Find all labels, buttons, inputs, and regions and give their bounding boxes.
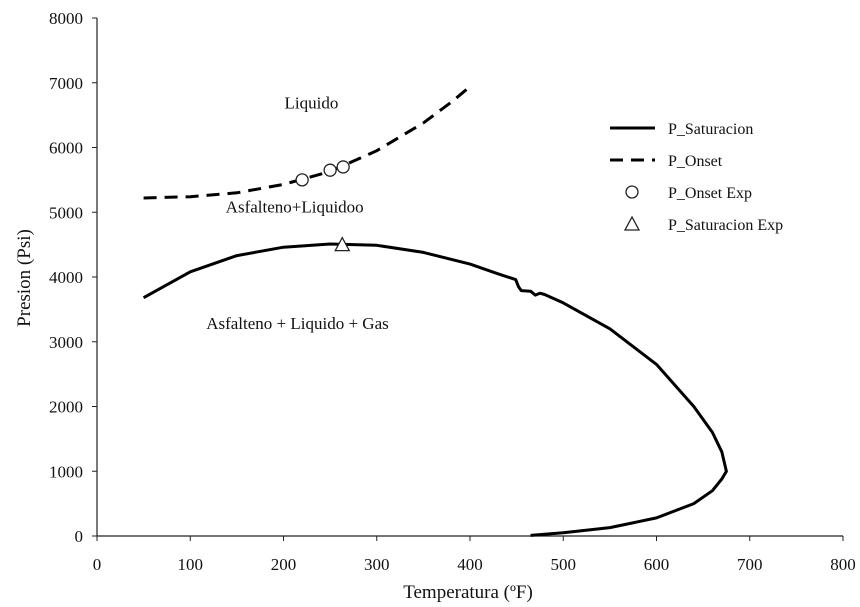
annotations: Liquido Asfalteno+Liquidoo Asfalteno + Liq…	[206, 94, 389, 333]
x-tick-label: 700	[737, 555, 763, 574]
x-tick-label: 300	[364, 555, 390, 574]
legend-label: P_Onset Exp	[668, 185, 752, 202]
data-point-p-saturacion-exp	[334, 236, 351, 252]
tick-labels: 0 100 200 300 400 500 600 700 800010002000300040…	[49, 9, 856, 574]
x-tick-label: 500	[551, 555, 577, 574]
y-tick-label: 2000	[49, 398, 83, 417]
region-label: Liquido	[285, 94, 339, 113]
y-axis-title: Presion (Psi)	[14, 229, 35, 327]
x-tick-label: 800	[830, 555, 856, 574]
x-tick-label: 100	[178, 555, 204, 574]
series-layer	[142, 85, 728, 537]
x-tick-label: 400	[457, 555, 483, 574]
data-point-p-onset-exp	[323, 163, 337, 177]
legend: P_Saturacion P_Onset P_Onset Exp P_Saturaci…	[610, 121, 783, 234]
region-label: Asfalteno + Liquido + Gas	[206, 314, 389, 333]
marker-layer	[295, 160, 351, 252]
y-tick-label: 6000	[49, 139, 83, 158]
x-tick-label: 200	[271, 555, 297, 574]
legend-swatch-circle	[625, 185, 639, 199]
y-tick-label: 5000	[49, 203, 83, 222]
region-label: Asfalteno+Liquidoo	[226, 197, 364, 216]
x-axis-title: Temperatura (ºF)	[403, 582, 533, 603]
legend-swatch-triangle	[623, 215, 641, 231]
legend-label: P_Saturacion Exp	[668, 217, 783, 234]
legend-label: P_Saturacion	[668, 121, 753, 138]
y-tick-label: 7000	[49, 74, 83, 93]
x-tick-label: 600	[644, 555, 670, 574]
data-point-p-onset-exp	[295, 173, 309, 187]
x-tick-label: 0	[93, 555, 102, 574]
data-point-p-onset-exp	[336, 160, 350, 174]
y-tick-label: 8000	[49, 9, 83, 28]
legend-label: P_Onset	[668, 153, 723, 170]
axes	[92, 17, 844, 541]
y-tick-label: 1000	[49, 462, 83, 481]
series-line-p-saturacion	[142, 242, 728, 537]
y-tick-label: 3000	[49, 333, 83, 352]
y-tick-label: 0	[75, 527, 84, 546]
y-tick-label: 4000	[49, 268, 83, 287]
